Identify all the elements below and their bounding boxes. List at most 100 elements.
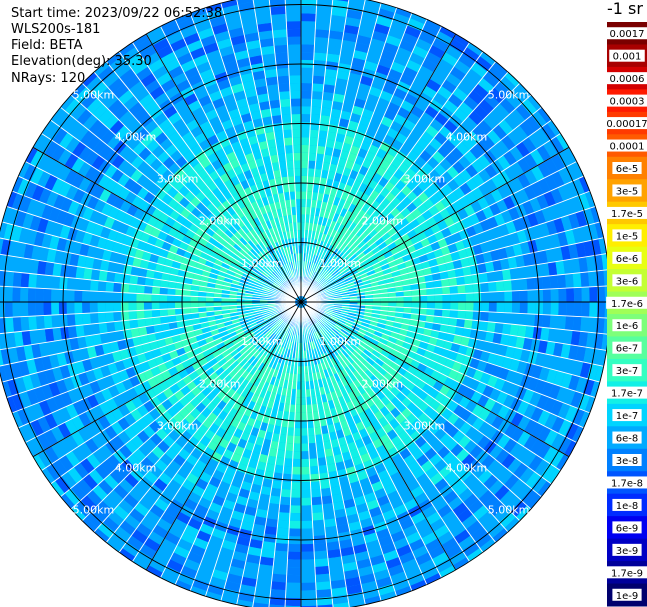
beta-cell xyxy=(269,440,279,450)
beta-cell xyxy=(385,401,396,413)
beta-cell xyxy=(372,334,381,342)
beta-cell xyxy=(306,412,314,421)
beta-cell xyxy=(257,224,265,233)
beta-cell xyxy=(325,322,333,330)
beta-cell xyxy=(465,366,477,379)
ray-line xyxy=(0,285,296,303)
beta-cell xyxy=(477,262,487,274)
beta-cell xyxy=(471,417,485,431)
beta-cell xyxy=(441,286,451,295)
beta-cell xyxy=(425,124,439,138)
beta-cell xyxy=(334,508,347,519)
beta-cell xyxy=(98,322,108,334)
beta-cell xyxy=(347,363,357,373)
beta-cell xyxy=(415,326,425,335)
beta-cell xyxy=(129,237,140,249)
beta-cell xyxy=(425,511,442,526)
beta-cell xyxy=(233,352,242,361)
beta-cell xyxy=(321,242,328,251)
beta-cell xyxy=(255,254,264,263)
beta-cell xyxy=(177,326,187,335)
beta-cell xyxy=(340,268,349,276)
beta-cell xyxy=(348,381,358,392)
beta-cell xyxy=(239,455,251,467)
beta-cell xyxy=(478,407,491,422)
beta-cell xyxy=(543,140,558,158)
ray-line xyxy=(302,307,413,592)
beta-cell xyxy=(418,31,436,45)
beta-cell xyxy=(368,86,383,98)
beta-cell xyxy=(447,325,457,335)
beta-cell xyxy=(563,388,576,406)
beta-cell xyxy=(190,585,208,597)
beta-cell xyxy=(301,21,316,30)
beta-cell xyxy=(186,212,197,224)
beta-cell xyxy=(290,334,295,343)
beta-cell xyxy=(301,214,306,223)
beta-cell xyxy=(98,479,114,496)
beta-cell xyxy=(91,506,108,523)
beta-cell xyxy=(135,550,153,566)
beta-cell xyxy=(184,524,200,538)
beta-cell xyxy=(280,347,286,356)
beta-cell xyxy=(379,591,397,601)
beta-cell xyxy=(371,233,381,243)
beta-cell xyxy=(301,505,313,514)
beta-cell xyxy=(511,290,520,302)
beta-cell xyxy=(360,140,372,152)
range-label: 4.00km xyxy=(115,461,157,474)
beta-cell xyxy=(400,491,415,504)
beta-cell xyxy=(126,53,144,69)
beta-cell xyxy=(233,502,247,514)
beta-cell xyxy=(41,233,53,249)
beta-cell xyxy=(278,91,291,100)
beta-cell xyxy=(352,388,362,398)
beta-cell xyxy=(570,330,581,346)
beta-cell xyxy=(78,411,92,427)
beta-cell xyxy=(242,24,259,35)
beta-cell xyxy=(118,222,130,235)
beta-cell xyxy=(154,497,170,512)
beta-cell xyxy=(266,246,273,255)
beta-cell xyxy=(301,366,305,374)
beta-cell xyxy=(222,219,233,230)
beta-cell xyxy=(450,211,462,224)
beta-cell xyxy=(301,528,314,537)
beta-cell xyxy=(195,191,207,202)
beta-cell xyxy=(546,219,558,236)
beta-cell xyxy=(365,466,378,478)
beta-cell xyxy=(337,318,346,325)
beta-cell xyxy=(46,248,57,263)
beta-cell xyxy=(290,261,295,270)
beta-cell xyxy=(297,230,301,238)
beta-cell xyxy=(100,332,110,345)
beta-cell xyxy=(284,145,294,154)
beta-cell xyxy=(74,290,83,302)
beta-cell xyxy=(99,401,112,416)
beta-cell xyxy=(497,404,510,420)
beta-cell xyxy=(97,291,106,302)
beta-cell xyxy=(438,464,453,479)
beta-cell xyxy=(553,370,565,387)
beta-cell xyxy=(446,400,459,413)
beta-cell xyxy=(240,72,254,84)
beta-cell xyxy=(12,316,22,333)
beta-cell xyxy=(340,226,349,236)
beta-cell xyxy=(215,130,228,142)
beta-cell xyxy=(301,404,307,413)
beta-cell xyxy=(360,352,369,361)
beta-cell xyxy=(452,127,467,142)
beta-cell xyxy=(385,340,396,349)
beta-cell xyxy=(461,514,478,530)
beta-cell xyxy=(272,335,279,343)
beta-cell xyxy=(301,67,314,76)
beta-cell xyxy=(138,147,152,161)
beta-cell xyxy=(318,346,324,355)
beta-cell xyxy=(515,83,531,99)
beta-cell xyxy=(199,316,208,324)
beta-cell xyxy=(314,558,329,568)
beta-cell xyxy=(211,232,222,242)
beta-cell xyxy=(352,543,368,555)
beta-cell xyxy=(409,277,418,285)
beta-cell xyxy=(432,92,448,107)
